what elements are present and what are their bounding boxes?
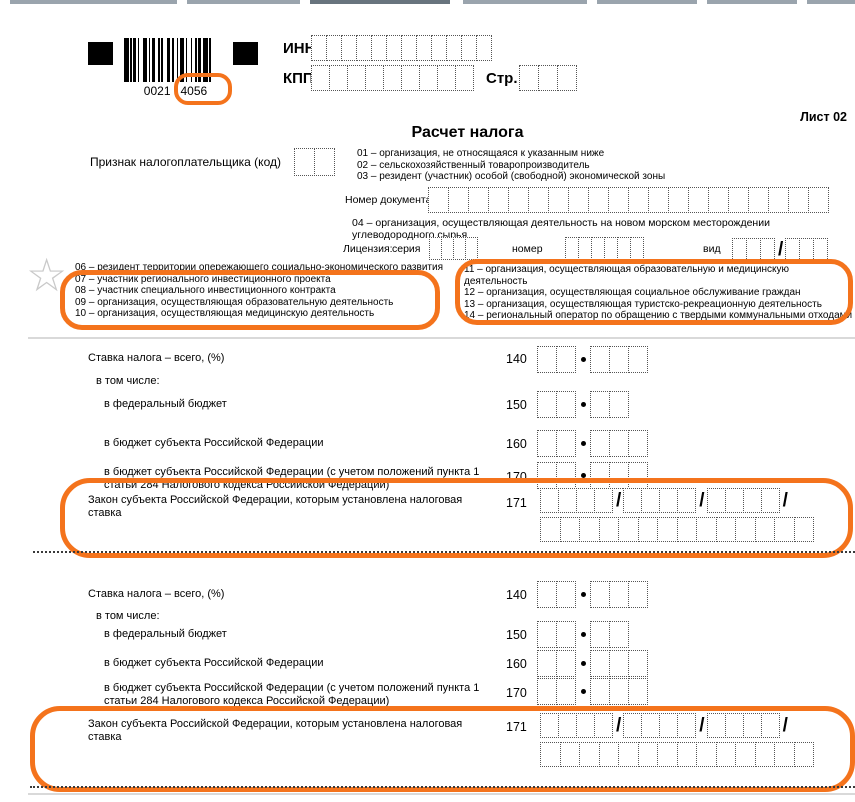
option-07: 07 – участник регионального инвестиционн… — [75, 273, 331, 285]
rate-region-field[interactable] — [537, 430, 648, 457]
row-code: 140 — [506, 352, 527, 366]
doc-number-label: Номер документа — [345, 194, 432, 206]
taxpayer-options-11-14: 11 – организация, осуществляющая образов… — [464, 264, 855, 322]
taxpayer-sign-label: Признак налогоплательщика (код) — [90, 155, 281, 169]
rate-federal-field[interactable] — [537, 391, 629, 418]
row-code: 160 — [506, 437, 527, 451]
slash-separator: / — [782, 715, 788, 736]
browser-tab-edge[interactable] — [187, 0, 300, 4]
sheet-label: Лист 02 — [800, 110, 847, 124]
row-code: 160 — [506, 657, 527, 671]
slash-separator: / — [616, 715, 622, 736]
rate-total-field[interactable] — [537, 581, 648, 608]
slash-separator: / — [699, 715, 705, 736]
including-label: в том числе: — [96, 375, 160, 387]
kpp-field[interactable] — [311, 65, 474, 91]
region-law-field-line1[interactable]: / / / — [540, 713, 791, 738]
option-09: 09 – организация, осуществляющая образов… — [75, 296, 394, 308]
taxpayer-options-6-10: 06 – резидент территории опережающего со… — [75, 262, 443, 320]
row-code: 140 — [506, 588, 527, 602]
page-number-label: Стр. — [486, 70, 518, 87]
option-13: 13 – организация, осуществляющая туристс… — [464, 298, 822, 310]
taxpayer-sign-field[interactable] — [294, 148, 335, 176]
kpp-label: КПП — [283, 70, 314, 87]
license-nomer-field[interactable] — [565, 237, 644, 260]
rate-total-label: Ставка налога – всего, (%) — [88, 352, 225, 364]
slash-separator: / — [778, 239, 784, 260]
section-divider — [28, 793, 855, 795]
dotted-divider — [30, 786, 855, 788]
star-icon: ☆ — [26, 249, 68, 301]
region-law-label: Закон субъекта Российской Федерации, кот… — [88, 494, 463, 519]
option-01: 01 – организация, не относящаяся к указа… — [357, 148, 605, 159]
region-law-field-line2[interactable] — [540, 742, 814, 767]
browser-tab-edge[interactable] — [707, 0, 797, 4]
slash-separator: / — [699, 490, 705, 511]
option-02: 02 – сельскохозяйственный товаропроизвод… — [357, 159, 590, 171]
region-law-field-line2[interactable] — [540, 517, 814, 542]
browser-tab-edge[interactable] — [10, 0, 177, 4]
rate-total-label: Ставка налога – всего, (%) — [88, 588, 225, 600]
barcode-anchor-square — [88, 42, 113, 65]
browser-tab-edge[interactable] — [597, 0, 697, 4]
license-seriya-label: серия — [392, 243, 421, 255]
section-divider — [28, 337, 855, 339]
barcode-digits-right: 4056 — [180, 84, 208, 98]
option-10: 10 – организация, осуществляющая медицин… — [75, 308, 375, 319]
slash-separator: / — [782, 490, 788, 511]
barcode-digits: 0021 4056 — [124, 84, 227, 98]
doc-number-field[interactable] — [428, 187, 829, 213]
rate-region-284-label: в бюджет субъекта Российской Федерации (… — [104, 682, 480, 707]
form-title: Расчет налога — [411, 124, 524, 141]
browser-tab-edge-active[interactable] — [310, 0, 450, 4]
row-code: 171 — [506, 496, 527, 510]
row-code: 170 — [506, 470, 527, 484]
barcode-stripes — [124, 38, 227, 82]
rate-region-284-field[interactable] — [537, 678, 648, 705]
rate-region-284-field[interactable] — [537, 462, 648, 489]
rate-region-field[interactable] — [537, 650, 648, 677]
browser-tab-edge[interactable] — [807, 0, 855, 4]
license-label: Лицензия: — [343, 243, 393, 255]
barcode-anchor-square — [233, 42, 258, 65]
browser-tab-edge[interactable] — [463, 0, 587, 4]
option-11: 11 – организация, осуществляющая образов… — [464, 264, 790, 287]
inn-field[interactable] — [311, 35, 492, 61]
taxpayer-options-1-3: 01 – организация, не относящаяся к указа… — [357, 148, 665, 183]
option-03: 03 – резидент (участник) особой (свободн… — [357, 171, 666, 182]
license-seriya-field[interactable] — [429, 237, 478, 260]
row-code: 150 — [506, 398, 527, 412]
option-08: 08 – участник специального инвестиционно… — [75, 285, 336, 296]
license-nomer-label: номер — [512, 243, 543, 255]
option-06: 06 – резидент территории опережающего со… — [75, 262, 443, 273]
rate-total-field[interactable] — [537, 346, 648, 373]
rate-federal-label: в федеральный бюджет — [104, 398, 227, 410]
inn-label: ИНН — [283, 40, 316, 57]
license-vid-field[interactable]: / — [732, 237, 829, 262]
rate-federal-field[interactable] — [537, 621, 629, 648]
region-law-field-line1[interactable]: / / / — [540, 488, 791, 513]
option-12: 12 – организация, осуществляющая социаль… — [464, 287, 801, 298]
row-code: 170 — [506, 686, 527, 700]
dotted-divider — [33, 551, 855, 553]
row-code: 171 — [506, 720, 527, 734]
including-label: в том числе: — [96, 610, 160, 622]
page-number-field[interactable] — [519, 65, 577, 91]
barcode-stripes-box — [124, 38, 227, 82]
license-vid-label: вид — [703, 243, 721, 255]
rate-federal-label: в федеральный бюджет — [104, 628, 227, 640]
rate-region-label: в бюджет субъекта Российской Федерации — [104, 657, 324, 669]
slash-separator: / — [616, 490, 622, 511]
rate-region-label: в бюджет субъекта Российской Федерации — [104, 437, 324, 449]
barcode-digits-left: 0021 — [143, 84, 171, 98]
rate-region-284-label: в бюджет субъекта Российской Федерации (… — [104, 466, 480, 491]
row-code: 150 — [506, 628, 527, 642]
option-14: 14 – региональный оператор по обращению … — [464, 310, 853, 321]
region-law-label: Закон субъекта Российской Федерации, кот… — [88, 718, 463, 743]
